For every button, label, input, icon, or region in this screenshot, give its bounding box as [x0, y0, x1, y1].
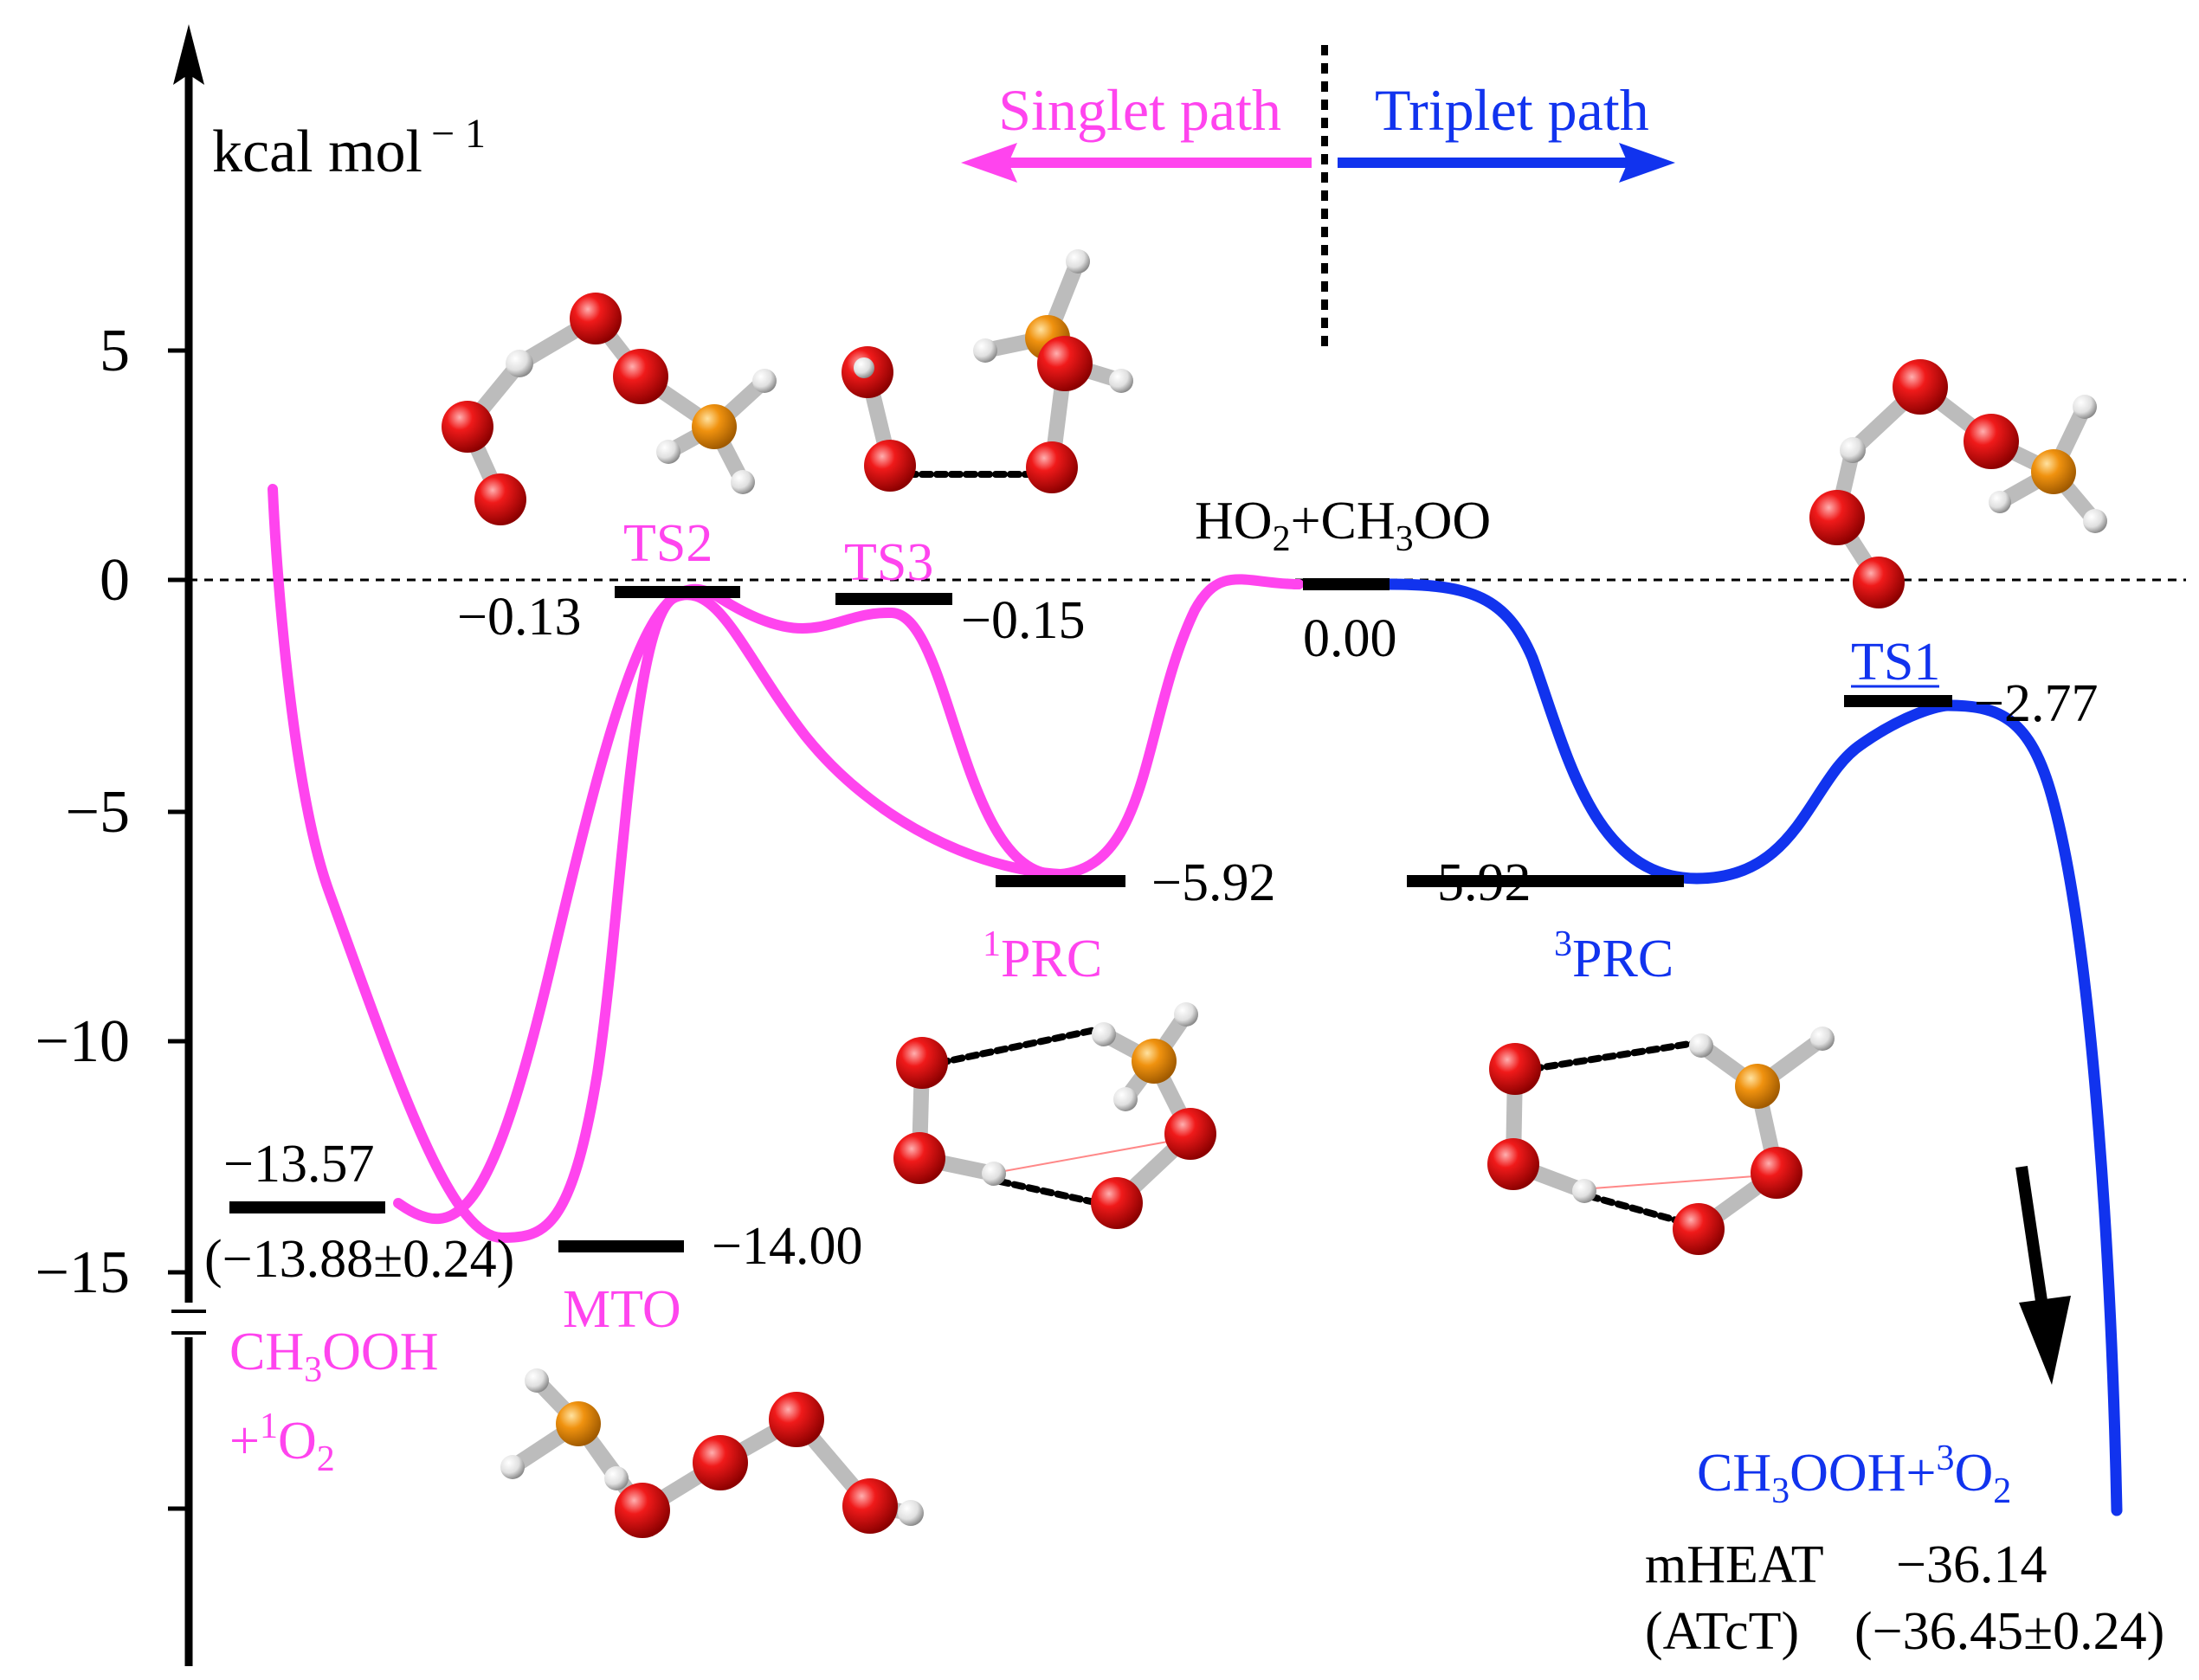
triplet-product-energy2: (−36.45±0.24) [1854, 1602, 2164, 1661]
mto-energy: −14.00 [712, 1217, 862, 1276]
molecule-1prc [893, 1002, 1216, 1229]
molecule-3prc [1487, 1027, 1835, 1255]
ts1-energy: −2.77 [1974, 674, 2098, 733]
triplet-path-label: Triplet path [1375, 77, 1649, 143]
molecule-ts3 [842, 249, 1133, 493]
molecule-ts1 [1809, 359, 2107, 608]
molecule-ts2 [442, 293, 777, 525]
ts3-label: TS3 [844, 533, 933, 592]
3prc-energy: −5.92 [1407, 853, 1531, 912]
singlet-product-reference: (−13.88±0.24) [204, 1230, 514, 1289]
species-labels: HO2+CH3OO 0.00 TS2 −0.13 TS3 −0.15 −5.92… [204, 492, 2164, 1661]
tick-label: 0 [100, 547, 130, 614]
singlet-product-energy: −13.57 [223, 1135, 374, 1194]
singlet-product-label-line2: +1O2 [229, 1406, 335, 1479]
triplet-product-method2: (ATcT) [1645, 1602, 1799, 1661]
reactant-label: HO2+CH3OO [1195, 492, 1491, 559]
singlet-curve-tts3-to-mto [268, 484, 1066, 1244]
path-legend: Singlet path Triplet path [961, 45, 1675, 346]
3prc-label: 3PRC [1554, 924, 1673, 988]
ts3-energy: −0.15 [961, 591, 1085, 650]
mto-label: MTO [563, 1280, 681, 1339]
ts2-energy: −0.13 [457, 588, 581, 647]
y-axis: 5 0 −5 −10 −15 kcal mol − 1 [35, 24, 486, 1666]
singlet-curve-reactant-to-1prc [393, 574, 1304, 1225]
axis-unit-label: kcal mol − 1 [212, 111, 486, 185]
molecules [442, 249, 2107, 1538]
singlet-path-label: Singlet path [998, 77, 1281, 143]
reactant-energy: 0.00 [1303, 609, 1397, 668]
triplet-product-label: CH3OOH+3O2 [1697, 1439, 2011, 1511]
triplet-curve [1383, 578, 2123, 1516]
molecule-mto [500, 1368, 924, 1538]
1prc-label: 1PRC [983, 924, 1102, 988]
singlet-curves [268, 484, 1304, 1244]
down-arrow-icon [2015, 1165, 2071, 1385]
singlet-arrow-icon [961, 143, 1017, 183]
singlet-product-label-line1: CH3OOH [229, 1323, 438, 1390]
1prc-energy: −5.92 [1151, 853, 1275, 912]
triplet-arrow-icon [1619, 143, 1675, 183]
tick-label: −5 [66, 779, 130, 846]
energy-levels [229, 578, 1952, 1252]
tick-label: −15 [35, 1239, 130, 1306]
axis-arrow-icon [173, 24, 204, 85]
tick-label: −10 [35, 1008, 130, 1075]
triplet-product-energy1: −36.14 [1896, 1535, 2047, 1594]
ts2-label: TS2 [623, 514, 713, 573]
tick-label: 5 [100, 318, 130, 384]
triplet-product-method1: mHEAT [1645, 1535, 1824, 1594]
ts1-label: TS1 [1851, 633, 1940, 692]
